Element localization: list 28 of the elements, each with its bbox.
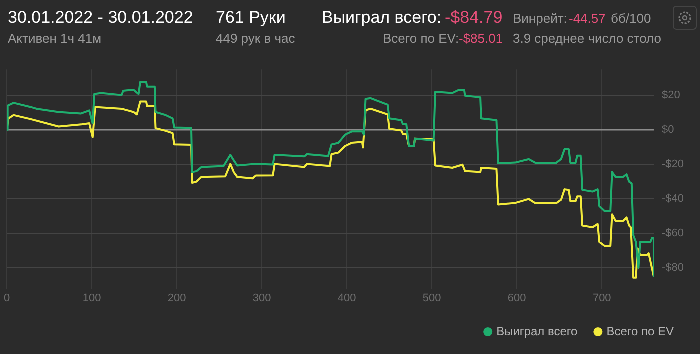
text: -44.57: [569, 11, 606, 26]
legend-label: Всего по EV: [606, 324, 674, 338]
y-tick-label: -$60: [662, 228, 684, 240]
y-tick-label: -$80: [662, 262, 684, 274]
legend-label: Выиграл всего: [496, 324, 578, 338]
text: 3.9 среднее число столо: [513, 31, 662, 46]
text: 449 рук в час: [216, 31, 296, 46]
x-tick-label: 100: [82, 292, 102, 304]
x-tick-label: 500: [422, 292, 442, 304]
text: бб/100: [611, 11, 652, 26]
y-tick-label: $0: [662, 124, 674, 136]
text: -$85.01: [459, 31, 504, 46]
text: Всего по EV:: [383, 31, 460, 46]
x-tick-label: 200: [168, 292, 186, 304]
y-tick-label: -$20: [662, 158, 684, 171]
x-tick-label: 700: [592, 292, 612, 304]
y-tick-label: -$40: [662, 193, 684, 206]
x-tick-label: 300: [252, 292, 272, 304]
text: Винрейт:: [513, 11, 568, 26]
x-tick-label: 600: [508, 292, 526, 304]
text: Выиграл всего:: [322, 8, 442, 28]
y-tick-label: $20: [662, 90, 680, 102]
text: 761 Руки: [216, 8, 286, 28]
text: -$84.79: [445, 8, 503, 28]
x-tick-label: 400: [338, 292, 356, 304]
x-tick-label: 0: [4, 292, 10, 304]
chart-title: 30.01.2022 - 30.01.2022: [8, 8, 194, 28]
chart-subtitle: Активен 1ч 41м: [8, 31, 102, 46]
